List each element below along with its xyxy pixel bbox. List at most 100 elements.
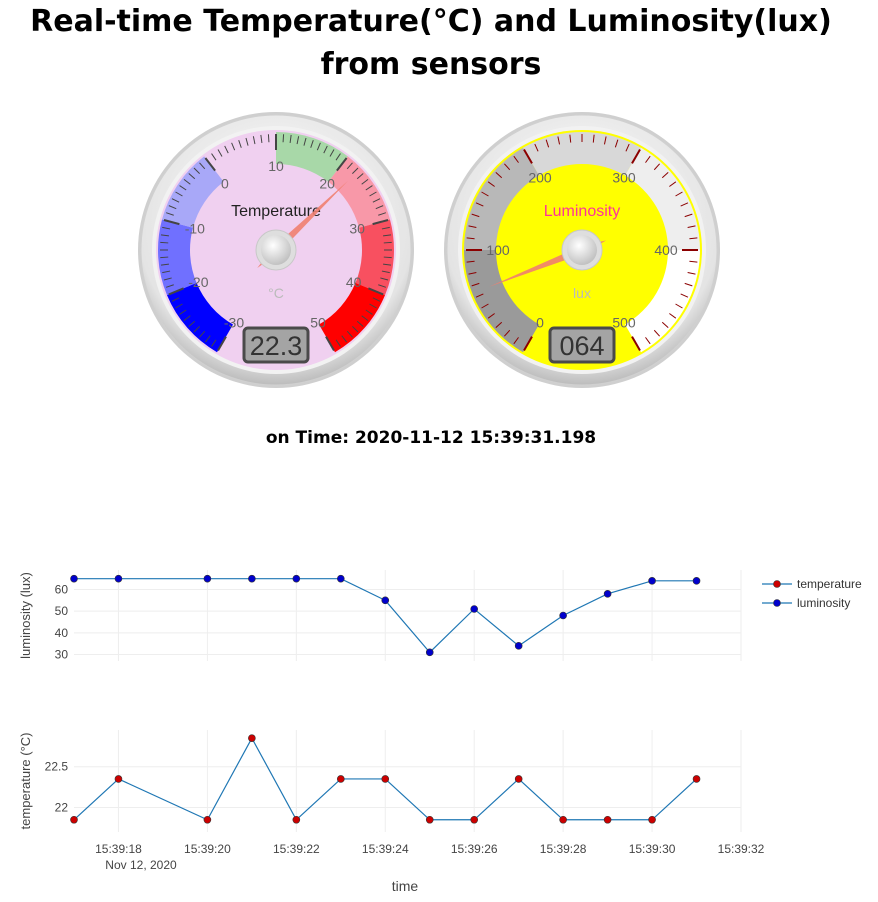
temperature-tick-label: 20	[319, 175, 335, 191]
x-axis-title: time	[392, 878, 419, 894]
temperature-data-point	[559, 815, 567, 824]
temperature-value-box	[242, 326, 310, 364]
luminosity-minor-tick	[513, 337, 519, 345]
temperature-minor-tick	[160, 256, 169, 259]
temperature-minor-tick	[199, 330, 206, 338]
temperature-minor-tick	[361, 315, 369, 322]
temperature-minor-tick	[193, 167, 200, 174]
luminosity-data-point	[203, 574, 212, 583]
luminosity-minor-tick	[661, 321, 669, 328]
luminosity-minor-tick	[504, 329, 511, 337]
luminosity-minor-tick	[545, 139, 550, 148]
update-time: on Time: 2020-11-12 15:39:31.198	[0, 428, 862, 448]
temperature-minor-tick	[238, 139, 242, 148]
temperature-minor-tick	[252, 136, 256, 145]
legend-label-luminosity: luminosity	[797, 596, 850, 610]
temperature-series-line	[73, 736, 697, 821]
luminosity-minor-tick	[675, 191, 683, 197]
luminosity-minor-tick	[471, 282, 480, 287]
temperature-highlight-band	[319, 282, 386, 353]
luminosity-highlight-band	[625, 147, 700, 250]
legend-label-temperature: temperature	[797, 577, 862, 591]
temperature-minor-tick	[289, 134, 292, 143]
temperature-gauge-title: Temperature	[231, 203, 321, 220]
luminosity-minor-tick	[669, 181, 677, 187]
luminosity-major-tick	[631, 149, 641, 164]
x-tick-label: 15:39:22	[273, 842, 320, 856]
luminosity-data-point	[514, 642, 523, 650]
temperature-tick-label: -30	[224, 315, 244, 331]
temperature-tick-label: 0	[221, 175, 229, 191]
y-tick-label: 30	[55, 648, 69, 662]
luminosity-minor-tick	[481, 303, 489, 309]
temperature-minor-tick	[369, 191, 377, 197]
luminosity-minor-tick	[495, 172, 503, 179]
luminosity-minor-tick	[680, 202, 689, 207]
x-tick-label: 15:39:26	[451, 842, 498, 856]
luminosity-data-point	[70, 574, 78, 583]
x-tick-label: 15:39:28	[540, 842, 587, 856]
legend-marker	[773, 599, 781, 607]
temperature-highlight-band	[328, 156, 390, 228]
temperature-minor-tick	[372, 297, 381, 302]
luminosity-tick-label: 500	[612, 315, 636, 331]
luminosity-minor-tick	[680, 293, 689, 298]
luminosity-needle-cap	[567, 235, 597, 265]
temperature-minor-tick	[171, 198, 180, 203]
temperature-tick-label: -10	[185, 220, 205, 236]
luminosity-minor-tick	[653, 329, 660, 337]
luminosity-minor-tick	[569, 134, 572, 143]
temperature-minor-tick	[381, 226, 390, 230]
temperature-minor-tick	[378, 212, 387, 216]
x-date-label: Nov 12, 2020	[105, 858, 177, 872]
temperature-data-point	[514, 775, 523, 783]
luminosity-tick-label: 300	[612, 169, 636, 185]
temperature-major-tick	[368, 287, 384, 296]
luminosity-minor-tick	[687, 271, 696, 275]
luminosity-minor-tick	[614, 139, 619, 148]
time-prefix: on Time:	[265, 428, 350, 448]
luminosity-data-point	[559, 611, 567, 620]
temperature-minor-tick	[168, 205, 177, 210]
page-title: Real-time Temperature(°C) and Luminosity…	[30, 4, 832, 82]
temperature-minor-tick	[310, 139, 314, 148]
temperature-minor-tick	[163, 277, 172, 281]
luminosity-minor-tick	[471, 213, 480, 218]
luminosity-minor-tick	[466, 260, 475, 263]
temperature-minor-tick	[183, 315, 191, 322]
luminosity-minor-tick	[468, 225, 477, 229]
luminosity-minor-tick	[684, 213, 693, 218]
temperature-value-display: 22.3	[250, 331, 303, 361]
temperature-minor-tick	[171, 297, 180, 302]
luminosity-minor-tick	[592, 134, 595, 143]
temperature-minor-tick	[356, 320, 364, 327]
temperature-minor-tick	[217, 149, 223, 157]
temperature-data-point	[470, 815, 479, 824]
luminosity-value-box	[548, 326, 616, 364]
luminosity-minor-tick	[475, 293, 484, 298]
temperature-minor-tick	[296, 136, 300, 145]
temperature-highlight-band	[158, 219, 197, 296]
temperature-minor-tick	[211, 339, 217, 347]
luminosity-data-point	[470, 605, 479, 613]
temperature-needle-cap	[261, 235, 291, 265]
luminosity-data-point	[114, 574, 123, 583]
luminosity-tick-label: 400	[654, 242, 678, 258]
luminosity-minor-tick	[669, 313, 677, 319]
temperature-data-point	[114, 775, 123, 783]
temperature-minor-tick	[383, 256, 392, 259]
temperature-tick-label: 10	[268, 158, 284, 174]
y-tick-label: 40	[55, 626, 69, 640]
temperature-highlight-band	[355, 219, 394, 296]
luminosity-highlight-band	[625, 250, 700, 353]
time-value: 2020-11-12 15:39:31.198	[354, 428, 597, 448]
temperature-major-tick	[163, 219, 180, 226]
luminosity-minor-tick	[513, 155, 519, 163]
luminosity-tick-label: 200	[528, 169, 552, 185]
temperature-minor-tick	[323, 145, 328, 154]
luminosity-data-point	[381, 596, 390, 605]
luminosity-minor-tick	[468, 271, 477, 275]
luminosity-minor-tick	[487, 181, 495, 187]
luminosity-data-point	[248, 574, 256, 583]
luminosity-data-point	[292, 574, 301, 583]
